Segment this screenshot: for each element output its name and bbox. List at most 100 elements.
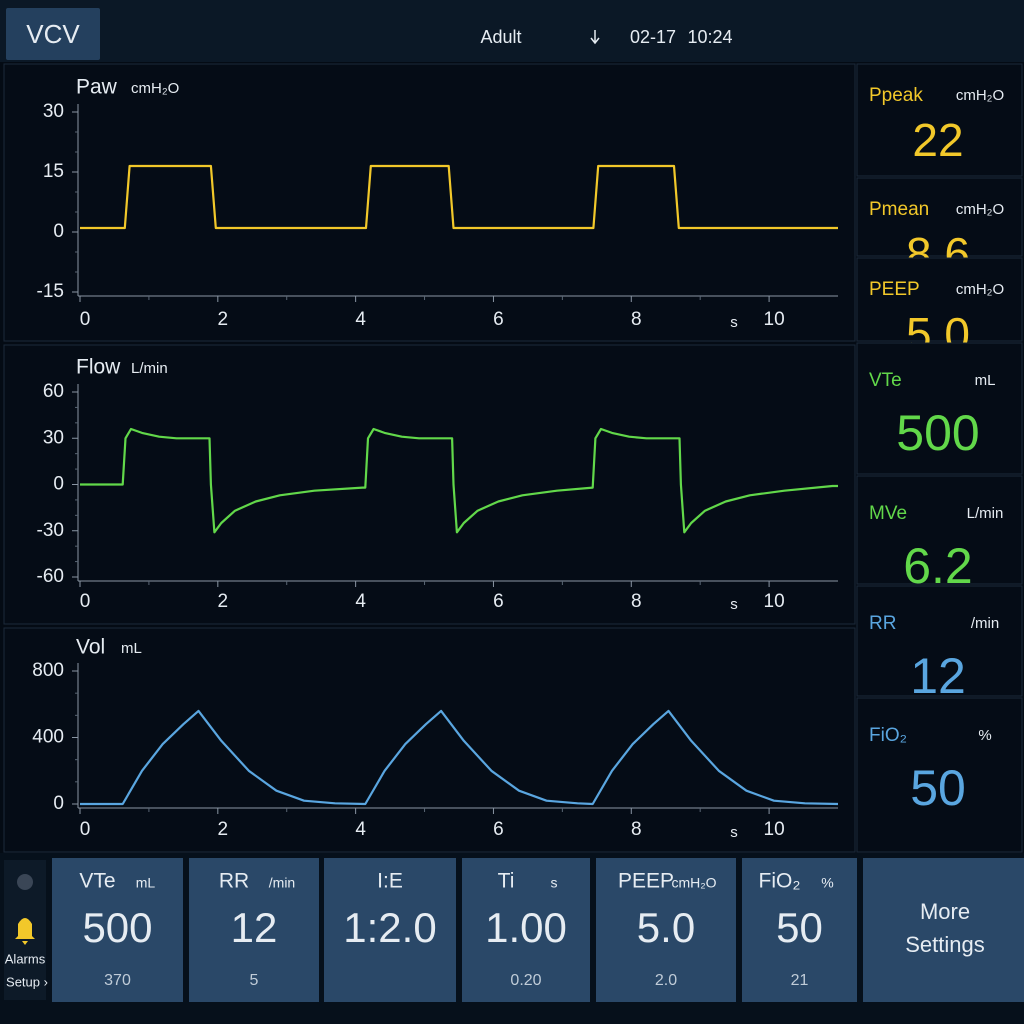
measurement-unit: mL [975, 372, 996, 389]
setting-card[interactable] [324, 858, 456, 1002]
y-tick-label: 400 [32, 727, 64, 748]
more-settings-button[interactable] [863, 858, 1024, 1002]
x-tick-label: 2 [218, 309, 229, 330]
measurement-panel [856, 475, 1023, 585]
waveform-title: Vol [76, 636, 105, 659]
setting-limit: 21 [791, 972, 809, 989]
waveform-line [80, 164, 838, 230]
waveform-title: Paw [76, 76, 118, 99]
settings-label: Settings [905, 932, 985, 957]
setting-label: I:E [377, 870, 403, 893]
y-tick-label: -60 [37, 566, 64, 587]
setting-card[interactable] [189, 858, 319, 1002]
time: 10:24 [687, 27, 732, 47]
setting-unit: mL [136, 875, 156, 891]
setting-card[interactable] [596, 858, 736, 1002]
measurement-unit: L/min [967, 505, 1004, 522]
measurement-panel [856, 697, 1023, 853]
mode: VCV [26, 19, 80, 49]
x-tick-label: 8 [631, 591, 642, 612]
y-tick-label: -30 [37, 520, 64, 541]
patient-type: Adult [480, 27, 521, 47]
waveform-line [80, 427, 838, 534]
measurement-label: MVe [869, 503, 907, 524]
setting-value: 12 [231, 904, 278, 951]
measurement-label: VTe [869, 370, 902, 391]
y-tick-label: 15 [43, 161, 64, 182]
x-tick-label: 6 [493, 819, 504, 840]
measurement-label: Pmean [869, 199, 929, 220]
arrow-icon [590, 30, 600, 45]
setting-label: FiO₂ [759, 870, 801, 893]
waveform-title: Flow [76, 356, 121, 379]
x-tick-label: 4 [355, 591, 366, 612]
x-tick-label: 2 [218, 591, 229, 612]
setting-card[interactable] [52, 858, 183, 1002]
header-bar [0, 0, 1024, 62]
setting-unit: s [551, 875, 558, 891]
measurement-panel [856, 177, 1023, 257]
waveform-panel [3, 63, 856, 342]
measurement-unit: cmH₂O [956, 87, 1004, 104]
setting-unit: cmH₂O [671, 875, 716, 891]
measurement-value: 50 [910, 760, 966, 816]
setting-limit: 0.20 [510, 972, 541, 989]
measurement-unit: /min [971, 615, 999, 632]
measurement-value: 22 [912, 114, 963, 166]
measurement-panel [856, 63, 1023, 177]
measurement-value: 500 [896, 405, 979, 461]
x-tick-label: 6 [493, 591, 504, 612]
setting-value: 500 [82, 904, 152, 951]
x-unit: s [730, 824, 738, 841]
alarm-mute-icon [17, 874, 33, 890]
setting-value: 1.00 [485, 904, 567, 951]
x-tick-label: 6 [493, 309, 504, 330]
measurement-label: Ppeak [869, 85, 923, 106]
y-tick-label: 0 [53, 221, 64, 242]
y-tick-label: -15 [37, 281, 64, 302]
waveform-unit: L/min [131, 360, 168, 377]
x-tick-label: 0 [80, 591, 91, 612]
measurement-label: FiO₂ [869, 725, 907, 746]
waveform-line [80, 709, 839, 806]
bell-icon [15, 918, 35, 945]
waveform-panel [3, 344, 856, 625]
setting-limit: 5 [250, 972, 259, 989]
measurement-panel [856, 585, 1023, 697]
setting-label: VTe [79, 870, 115, 893]
measurement-unit: % [978, 727, 991, 744]
measurement-label: PEEP [869, 279, 920, 300]
setting-unit: /min [269, 875, 295, 891]
setting-value: 50 [776, 904, 823, 951]
more-label: More [920, 899, 970, 924]
alarms-label: Alarms [5, 951, 46, 966]
setting-unit: % [821, 875, 833, 891]
x-tick-label: 4 [355, 309, 366, 330]
x-tick-label: 0 [80, 309, 91, 330]
setting-card[interactable] [742, 858, 857, 1002]
y-tick-label: 60 [43, 381, 64, 402]
setting-label: PEEP [618, 870, 674, 893]
date: 02-17 [630, 27, 676, 47]
setting-label: Ti [498, 870, 515, 893]
y-tick-label: 30 [43, 101, 64, 122]
y-tick-label: 0 [53, 793, 64, 814]
mode-box[interactable] [6, 8, 100, 60]
setting-label: RR [219, 870, 249, 893]
x-tick-label: 4 [355, 819, 366, 840]
measurement-unit: cmH₂O [956, 201, 1004, 218]
x-tick-label: 10 [764, 309, 785, 330]
measurement-panel [856, 257, 1023, 342]
y-tick-label: 0 [53, 474, 64, 495]
setting-value: 1:2.0 [343, 904, 436, 951]
x-tick-label: 0 [80, 819, 91, 840]
measurement-value: 12 [910, 648, 966, 704]
measurement-unit: cmH₂O [956, 281, 1004, 298]
setting-limit: 2.0 [655, 972, 677, 989]
setting-card[interactable] [462, 858, 590, 1002]
y-tick-label: 30 [43, 427, 64, 448]
x-tick-label: 10 [764, 591, 785, 612]
waveform-unit: cmH₂O [131, 80, 179, 97]
